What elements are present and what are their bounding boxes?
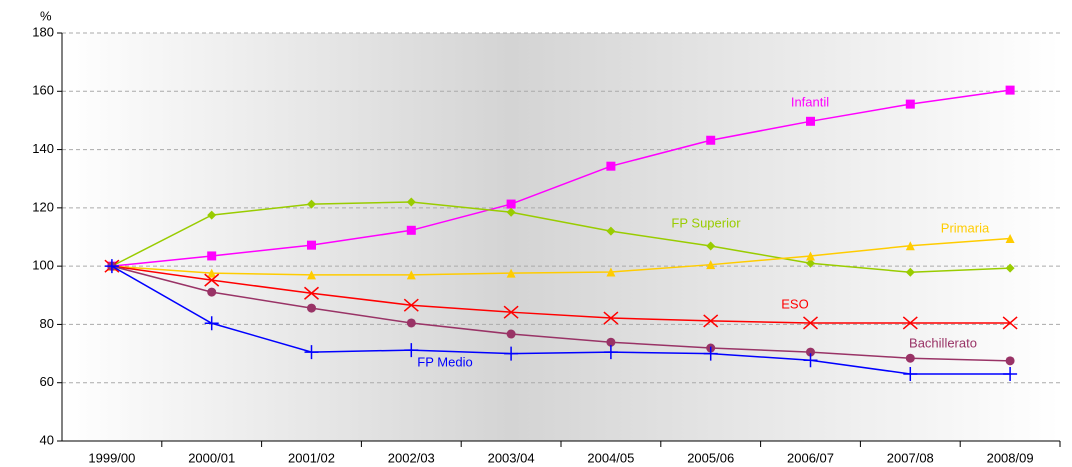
x-tick-label: 2001/02 (288, 450, 335, 465)
marker (506, 199, 516, 209)
y-tick-label: 100 (32, 258, 54, 273)
series-label: Primaria (941, 220, 990, 235)
marker (207, 287, 217, 297)
marker (905, 99, 915, 109)
y-tick-label: 40 (40, 432, 54, 447)
y-axis-label: % (40, 8, 52, 23)
marker (603, 311, 619, 325)
marker (1003, 366, 1018, 381)
plot-area (62, 33, 1060, 441)
marker (207, 210, 217, 220)
marker (806, 251, 815, 261)
marker (703, 314, 719, 328)
x-tick-label: 2006/07 (787, 450, 834, 465)
x-tick-label: 2007/08 (887, 450, 934, 465)
marker (403, 298, 419, 312)
marker (406, 318, 416, 328)
y-tick-label: 160 (32, 83, 54, 98)
marker (706, 260, 716, 270)
marker (506, 207, 516, 217)
marker (1005, 85, 1015, 95)
marker (806, 258, 815, 268)
marker (503, 305, 519, 319)
marker (506, 268, 516, 278)
series-label: FP Superior (671, 215, 741, 230)
marker (307, 270, 316, 280)
series-label: Bachillerato (909, 335, 977, 350)
series-label: Infantil (791, 94, 829, 109)
marker (603, 345, 618, 360)
marker (406, 197, 416, 207)
marker (307, 303, 316, 313)
series-line (111, 265, 1011, 375)
x-tick-label: 2004/05 (587, 450, 634, 465)
series-line (111, 89, 1011, 267)
y-tick-label: 80 (40, 316, 54, 331)
marker (903, 366, 918, 381)
x-tick-label: 2002/03 (388, 450, 435, 465)
y-tick-label: 140 (32, 141, 54, 156)
marker (504, 346, 519, 361)
marker (1005, 263, 1015, 273)
marker (506, 329, 516, 339)
x-tick-label: 2005/06 (687, 450, 734, 465)
marker (307, 199, 316, 209)
series-label: FP Medio (417, 354, 472, 369)
y-tick-label: 180 (32, 24, 54, 39)
marker (406, 270, 416, 280)
x-tick-label: 1999/00 (88, 450, 135, 465)
marker (905, 353, 915, 363)
marker (204, 316, 219, 331)
marker (307, 240, 316, 250)
marker (905, 241, 915, 251)
marker (803, 353, 818, 368)
marker (706, 241, 716, 251)
x-tick-label: 2008/09 (987, 450, 1034, 465)
marker (1005, 356, 1015, 366)
series-line (111, 201, 1011, 274)
series-label: ESO (781, 296, 808, 311)
x-tick-label: 2003/04 (488, 450, 535, 465)
marker (606, 337, 616, 347)
marker (606, 161, 616, 171)
marker (207, 251, 217, 261)
marker (1002, 316, 1018, 330)
series-line (111, 237, 1011, 276)
marker (703, 346, 718, 361)
marker (304, 286, 319, 300)
marker (803, 316, 818, 330)
marker (806, 347, 815, 357)
series-line (111, 265, 1011, 362)
y-tick-label: 60 (40, 374, 54, 389)
marker (1005, 233, 1015, 243)
x-tick-label: 2000/01 (188, 450, 235, 465)
marker (606, 226, 616, 236)
marker (706, 135, 716, 145)
marker (204, 273, 220, 287)
marker (905, 267, 915, 277)
series-line (111, 265, 1011, 324)
marker (104, 259, 119, 274)
marker (207, 268, 217, 278)
marker (406, 225, 416, 235)
marker (902, 316, 918, 330)
y-tick-label: 120 (32, 199, 54, 214)
marker (304, 345, 319, 360)
marker (806, 116, 815, 126)
marker (404, 343, 419, 358)
marker (606, 267, 616, 277)
